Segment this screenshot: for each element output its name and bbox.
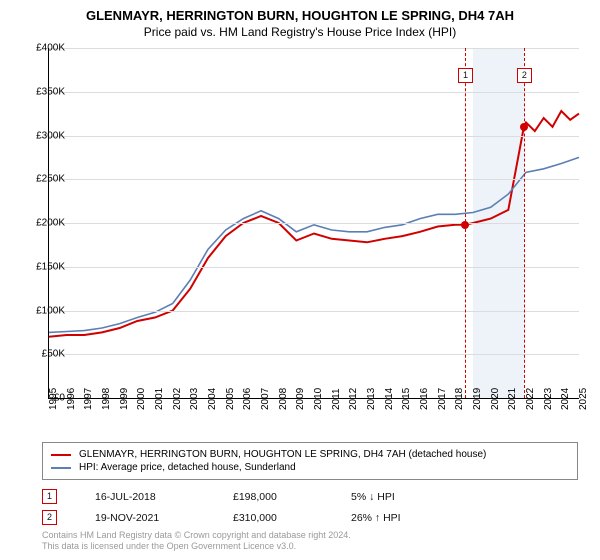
legend-label: GLENMAYR, HERRINGTON BURN, HOUGHTON LE S…: [79, 449, 486, 460]
x-axis-label: 2017: [437, 388, 448, 410]
x-axis-label: 2005: [225, 388, 236, 410]
legend-box: GLENMAYR, HERRINGTON BURN, HOUGHTON LE S…: [42, 442, 578, 480]
y-axis-label: £200K: [15, 218, 65, 229]
series-line-blue: [49, 157, 579, 332]
x-axis-label: 2025: [578, 388, 589, 410]
footer-line-1: Contains HM Land Registry data © Crown c…: [42, 530, 351, 541]
x-axis-label: 2018: [454, 388, 465, 410]
plot-area: 12: [48, 48, 579, 399]
x-axis-label: 2009: [295, 388, 306, 410]
sale-data-row: 2 19-NOV-2021 £310,000 26% ↑ HPI: [42, 507, 401, 528]
chart-container: GLENMAYR, HERRINGTON BURN, HOUGHTON LE S…: [0, 0, 600, 560]
x-axis-label: 2023: [543, 388, 554, 410]
sale-price: £198,000: [233, 491, 313, 503]
sale-marker-badge: 1: [458, 68, 473, 83]
x-axis-label: 2007: [260, 388, 271, 410]
sale-marker-badge: 2: [517, 68, 532, 83]
sale-index-badge: 1: [42, 489, 57, 504]
x-axis-label: 2006: [242, 388, 253, 410]
data-row-group: 1 16-JUL-2018 £198,000 5% ↓ HPI 2 19-NOV-2021…: [42, 486, 401, 528]
x-axis-label: 1998: [101, 388, 112, 410]
x-axis-label: 2010: [313, 388, 324, 410]
legend-item: GLENMAYR, HERRINGTON BURN, HOUGHTON LE S…: [51, 448, 569, 461]
footer-text: Contains HM Land Registry data © Crown c…: [42, 530, 351, 553]
legend-item: HPI: Average price, detached house, Sund…: [51, 461, 569, 474]
x-axis-label: 1997: [83, 388, 94, 410]
x-axis-label: 2021: [507, 388, 518, 410]
gridline: [49, 92, 579, 93]
sale-vs-hpi: 5% ↓ HPI: [351, 491, 395, 503]
x-axis-label: 2020: [490, 388, 501, 410]
gridline: [49, 267, 579, 268]
x-axis-label: 2002: [172, 388, 183, 410]
y-axis-label: £400K: [15, 43, 65, 54]
gridline: [49, 354, 579, 355]
x-axis-label: 2022: [525, 388, 536, 410]
chart-subtitle: Price paid vs. HM Land Registry's House …: [0, 23, 600, 39]
x-axis-label: 2001: [154, 388, 165, 410]
y-axis-label: £100K: [15, 305, 65, 316]
y-axis-label: £150K: [15, 261, 65, 272]
sale-vs-hpi: 26% ↑ HPI: [351, 512, 401, 524]
x-axis-label: 2015: [401, 388, 412, 410]
x-axis-label: 2004: [207, 388, 218, 410]
x-axis-label: 2019: [472, 388, 483, 410]
x-axis-label: 1996: [66, 388, 77, 410]
legend-swatch: [51, 454, 71, 456]
sale-marker-dot: [520, 123, 528, 131]
x-axis-label: 2024: [560, 388, 571, 410]
legend-label: HPI: Average price, detached house, Sund…: [79, 462, 296, 473]
gridline: [49, 223, 579, 224]
sale-data-row: 1 16-JUL-2018 £198,000 5% ↓ HPI: [42, 486, 401, 507]
x-axis-label: 2014: [384, 388, 395, 410]
x-axis-label: 1995: [48, 388, 59, 410]
sale-price: £310,000: [233, 512, 313, 524]
y-axis-label: £250K: [15, 174, 65, 185]
legend-swatch: [51, 467, 71, 469]
x-axis-label: 2011: [331, 388, 342, 410]
x-axis-label: 2008: [278, 388, 289, 410]
chart-title: GLENMAYR, HERRINGTON BURN, HOUGHTON LE S…: [0, 0, 600, 23]
x-axis-label: 1999: [119, 388, 130, 410]
x-axis-label: 2016: [419, 388, 430, 410]
y-axis-label: £300K: [15, 130, 65, 141]
gridline: [49, 48, 579, 49]
sale-date: 16-JUL-2018: [95, 491, 195, 503]
sale-marker-dot: [461, 221, 469, 229]
gridline: [49, 136, 579, 137]
x-axis-label: 2012: [348, 388, 359, 410]
sale-date: 19-NOV-2021: [95, 512, 195, 524]
x-axis-label: 2003: [189, 388, 200, 410]
x-axis-label: 2013: [366, 388, 377, 410]
footer-line-2: This data is licensed under the Open Gov…: [42, 541, 351, 552]
gridline: [49, 179, 579, 180]
y-axis-label: £50K: [15, 349, 65, 360]
x-axis-label: 2000: [136, 388, 147, 410]
y-axis-label: £350K: [15, 86, 65, 97]
sale-index-badge: 2: [42, 510, 57, 525]
gridline: [49, 311, 579, 312]
sale-marker-line: [524, 48, 525, 398]
